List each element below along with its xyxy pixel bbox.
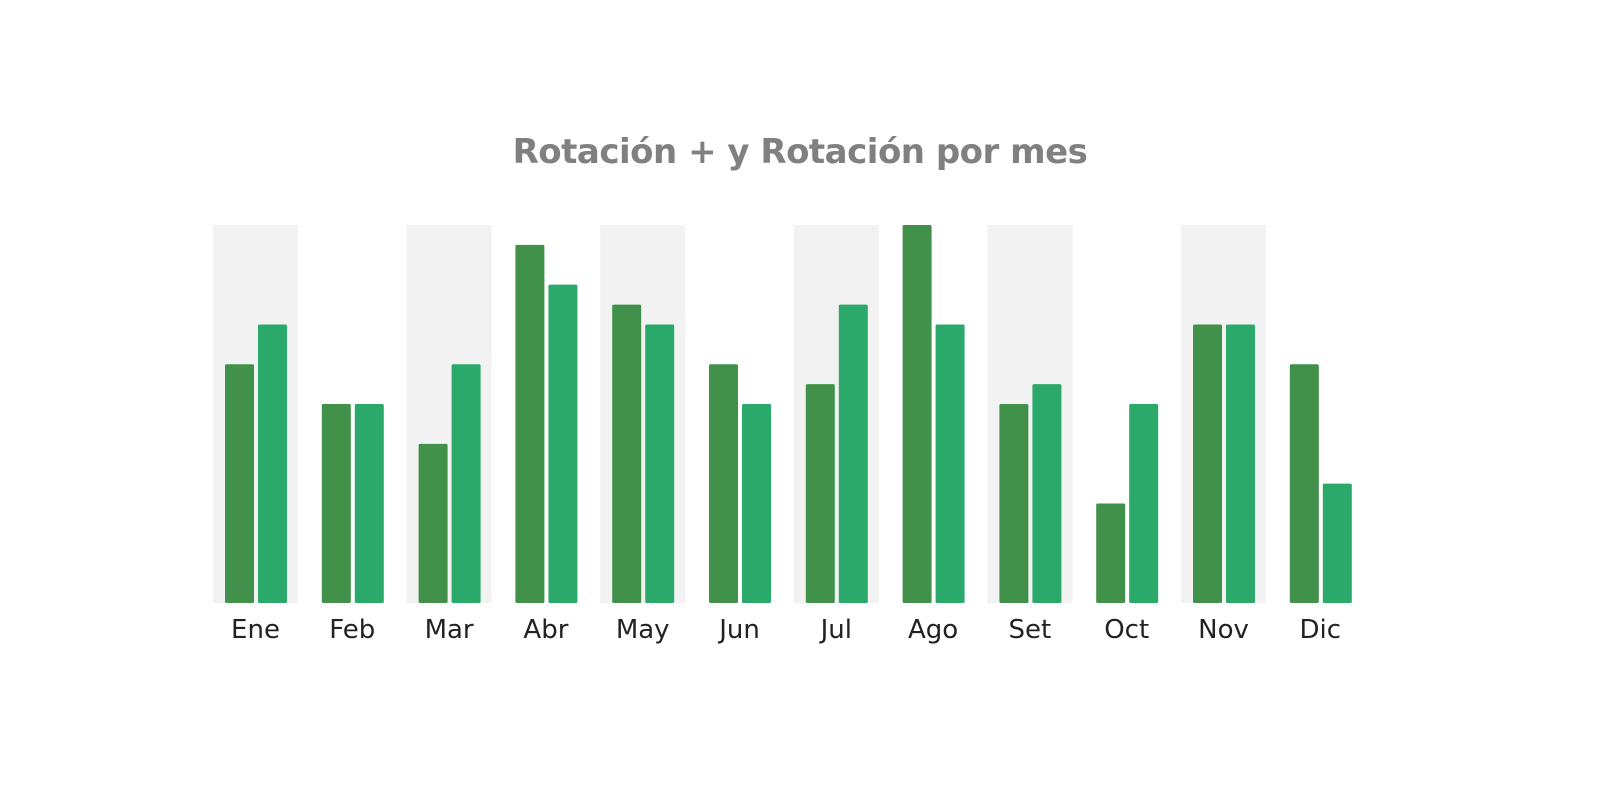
bar-feb-series-2 [354,404,384,603]
bar-ene-series-1 [225,364,254,603]
bar-set-series-2 [1032,384,1062,603]
x-tick-label-nov: Nov [1198,615,1249,645]
bar-oct-series-1 [1096,503,1126,603]
x-tick-label-ago: Ago [908,615,958,645]
bar-abr-series-1 [515,244,545,604]
bar-marks [225,225,1352,604]
x-tick-label-mar: Mar [425,615,474,645]
bar-jul-series-2 [838,304,868,603]
bar-may-series-1 [612,304,642,603]
bar-may-series-2 [645,324,675,603]
x-tick-label-set: Set [1009,615,1052,645]
x-tick-label-feb: Feb [329,615,375,645]
bar-jun-series-1 [709,364,738,603]
bar-mar-series-1 [418,443,448,603]
x-tick-label-abr: Abr [523,615,568,645]
x-tick-label-ene: Ene [231,615,280,645]
bar-dic-series-2 [1322,483,1352,603]
x-tick-label-jul: Jul [819,615,852,645]
x-axis-tick-labels: Ene Feb Mar Abr May Jun Jul Ago Set Oct Nov Dic [231,615,1341,645]
bar-abr-series-2 [548,284,578,603]
x-tick-label-jun: Jun [717,615,760,645]
x-tick-label-oct: Oct [1104,615,1149,645]
bar-feb-series-1 [321,404,351,603]
bar-mar-series-2 [451,364,481,603]
bar-ago-series-1 [902,225,932,603]
bar-nov-series-2 [1226,324,1255,603]
x-tick-label-may: May [616,615,670,645]
chart-title: Rotación + y Rotación por mes [512,132,1088,172]
bar-set-series-1 [999,404,1029,603]
bar-ene-series-2 [258,324,287,603]
bar-nov-series-1 [1193,324,1222,603]
bar-dic-series-1 [1289,364,1319,603]
bar-ago-series-2 [935,324,965,603]
bar-jun-series-2 [742,404,771,603]
bar-oct-series-2 [1129,404,1159,603]
x-tick-label-dic: Dic [1300,615,1342,645]
bar-jul-series-1 [805,384,835,603]
